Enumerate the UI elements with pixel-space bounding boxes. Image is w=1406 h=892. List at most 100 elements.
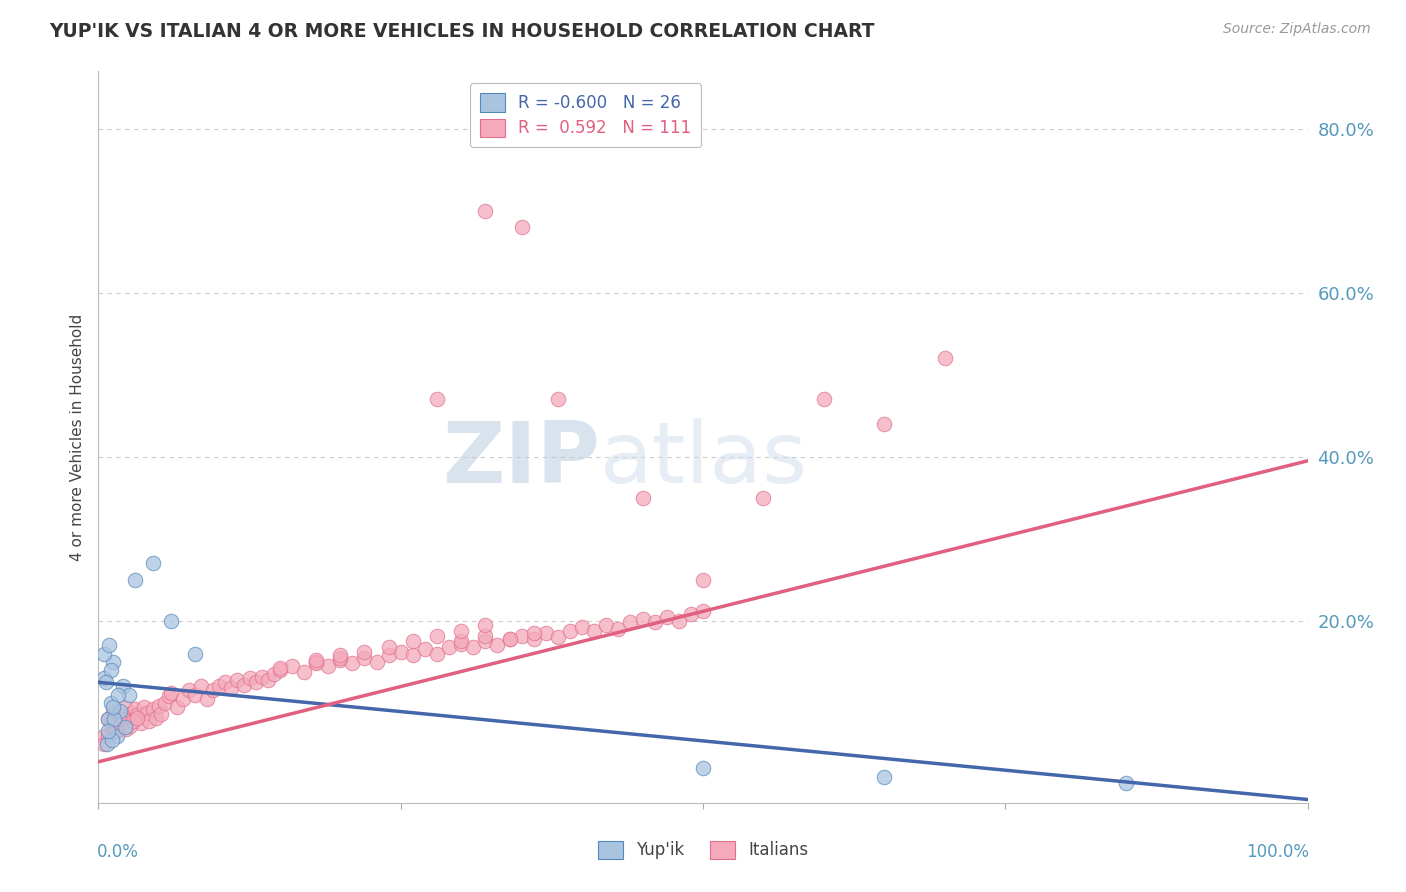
Point	[135, 706, 157, 720]
Text: YUP'IK VS ITALIAN 4 OR MORE VEHICLES IN HOUSEHOLD CORRELATION CHART: YUP'IK VS ITALIAN 4 OR MORE VEHICLES IN …	[49, 22, 875, 41]
Point	[101, 699, 124, 714]
Point	[97, 729, 120, 743]
Point	[127, 708, 149, 723]
Point	[124, 573, 146, 587]
Point	[305, 653, 328, 667]
Point	[292, 665, 315, 679]
Point	[402, 634, 425, 648]
Point	[934, 351, 956, 366]
Point	[692, 573, 714, 587]
Point	[138, 714, 160, 728]
Point	[426, 392, 449, 407]
Point	[547, 392, 569, 407]
Text: Source: ZipAtlas.com: Source: ZipAtlas.com	[1223, 22, 1371, 37]
Point	[329, 650, 352, 665]
Point	[166, 699, 188, 714]
Point	[329, 648, 352, 663]
Point	[595, 618, 617, 632]
Point	[426, 628, 449, 642]
Point	[145, 710, 167, 724]
Point	[450, 624, 472, 638]
Point	[100, 696, 122, 710]
Point	[101, 655, 124, 669]
Point	[93, 671, 115, 685]
Point	[437, 640, 460, 654]
Text: ZIP: ZIP	[443, 417, 600, 500]
Point	[232, 678, 254, 692]
Point	[179, 683, 201, 698]
Point	[157, 689, 180, 703]
Point	[510, 220, 533, 235]
Point	[104, 724, 127, 739]
Point	[160, 614, 183, 628]
Text: 100.0%: 100.0%	[1246, 843, 1309, 861]
Text: atlas: atlas	[600, 417, 808, 500]
Point	[93, 737, 115, 751]
Point	[153, 696, 176, 710]
Point	[98, 638, 121, 652]
Point	[134, 699, 156, 714]
Point	[1115, 776, 1137, 790]
Point	[202, 683, 225, 698]
Point	[547, 630, 569, 644]
Point	[103, 712, 125, 726]
Point	[558, 624, 581, 638]
Legend: Yup'ik, Italians: Yup'ik, Italians	[589, 832, 817, 868]
Point	[127, 710, 149, 724]
Point	[402, 648, 425, 663]
Point	[752, 491, 775, 505]
Y-axis label: 4 or more Vehicles in Household: 4 or more Vehicles in Household	[70, 313, 86, 561]
Point	[389, 645, 412, 659]
Point	[342, 657, 364, 671]
Point	[118, 712, 141, 726]
Point	[226, 673, 249, 687]
Point	[366, 655, 388, 669]
Point	[214, 675, 236, 690]
Point	[108, 704, 131, 718]
Point	[498, 632, 520, 646]
Point	[208, 679, 231, 693]
Point	[281, 658, 304, 673]
Point	[142, 557, 165, 571]
Point	[583, 624, 606, 638]
Point	[523, 626, 546, 640]
Point	[329, 653, 352, 667]
Point	[450, 637, 472, 651]
Point	[190, 679, 212, 693]
Point	[305, 657, 328, 671]
Point	[195, 691, 218, 706]
Point	[100, 663, 122, 677]
Point	[184, 688, 207, 702]
Point	[150, 707, 173, 722]
Point	[305, 655, 328, 669]
Point	[129, 716, 152, 731]
Point	[100, 732, 122, 747]
Point	[142, 702, 165, 716]
Point	[813, 392, 835, 407]
Point	[498, 632, 520, 646]
Point	[486, 638, 509, 652]
Point	[571, 620, 593, 634]
Point	[631, 612, 654, 626]
Point	[100, 720, 122, 734]
Point	[474, 203, 496, 218]
Point	[105, 729, 128, 743]
Point	[107, 688, 129, 702]
Point	[269, 661, 291, 675]
Point	[121, 706, 143, 720]
Point	[93, 729, 115, 743]
Point	[377, 640, 399, 654]
Point	[97, 712, 120, 726]
Point	[118, 719, 141, 733]
Point	[474, 628, 496, 642]
Point	[111, 712, 134, 726]
Point	[122, 714, 145, 728]
Point	[873, 417, 896, 431]
Point	[239, 671, 262, 685]
Point	[97, 712, 120, 726]
Point	[124, 702, 146, 716]
Point	[692, 604, 714, 618]
Point	[474, 634, 496, 648]
Point	[426, 647, 449, 661]
Point	[353, 645, 375, 659]
